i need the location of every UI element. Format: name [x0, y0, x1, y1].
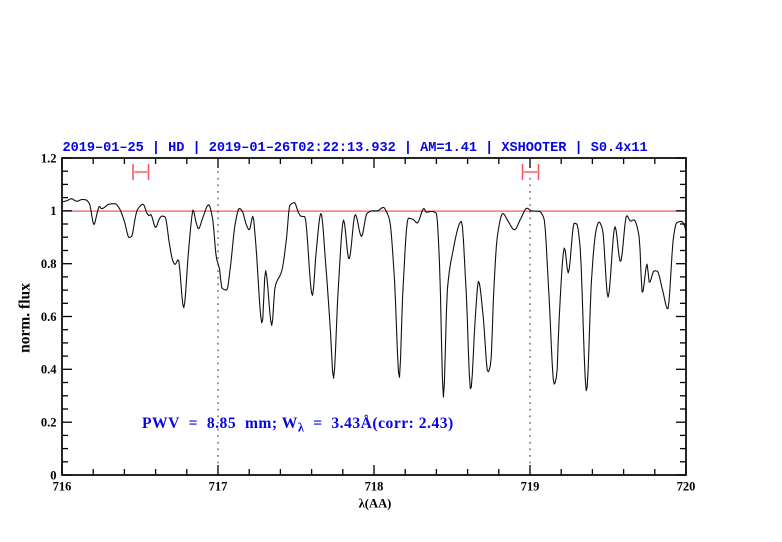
svg-text:norm. flux: norm. flux — [17, 283, 34, 353]
svg-text:0.4: 0.4 — [41, 363, 57, 377]
svg-text:1: 1 — [50, 204, 56, 218]
svg-text:2019–01–25 | HD | 2019–01–26T0: 2019–01–25 | HD | 2019–01–26T02:22:13.93… — [63, 141, 648, 156]
svg-text:720: 720 — [677, 480, 696, 494]
svg-text:λ(AA): λ(AA) — [359, 496, 392, 510]
svg-text:0: 0 — [50, 468, 56, 482]
svg-text:0.8: 0.8 — [41, 257, 57, 271]
svg-text:PWV = 8.85 mm; Wλ = 3.43Å: PWV = 8.85 mm; Wλ = 3.43Å(corr: 2.43) — [142, 415, 454, 435]
svg-text:718: 718 — [365, 480, 384, 494]
svg-text:717: 717 — [209, 480, 228, 494]
svg-text:716: 716 — [53, 480, 72, 494]
svg-text:719: 719 — [521, 480, 540, 494]
svg-text:0.2: 0.2 — [41, 416, 57, 430]
svg-text:0.6: 0.6 — [41, 310, 57, 324]
svg-text:1.2: 1.2 — [41, 151, 57, 165]
